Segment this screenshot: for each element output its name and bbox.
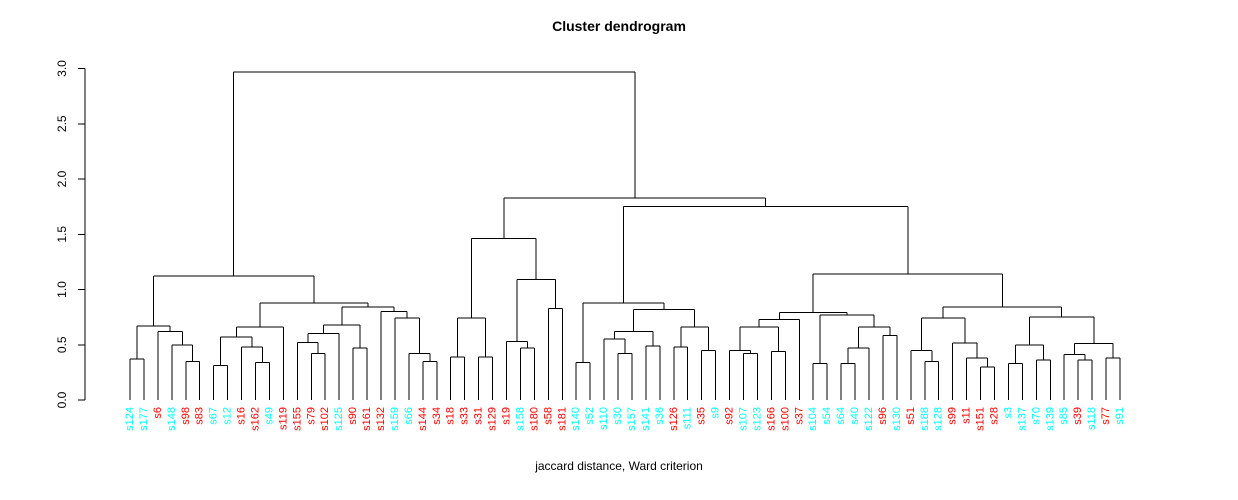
leaf-label: s119 xyxy=(277,407,289,430)
leaf-label: s30 xyxy=(612,407,624,425)
leaf-label: s132 xyxy=(375,407,387,431)
leaf-label: s3 xyxy=(1002,407,1014,419)
leaf-label: s67 xyxy=(208,407,220,425)
leaf-label: s33 xyxy=(459,407,471,425)
y-axis-tick-label: 2.5 xyxy=(55,115,69,132)
leaf-label: s104 xyxy=(807,407,819,431)
y-axis-tick-label: 2.0 xyxy=(55,170,69,187)
leaf-label: s85 xyxy=(1058,407,1070,425)
leaf-label: s49 xyxy=(263,407,275,425)
leaf-label: s111 xyxy=(682,407,694,429)
leaf-label: s99 xyxy=(947,407,959,425)
leaf-label: s118 xyxy=(1086,407,1098,430)
leaf-label: s166 xyxy=(765,407,777,431)
leaf-label: s155 xyxy=(291,407,303,431)
leaf-label: s12 xyxy=(222,407,234,425)
leaf-label: s91 xyxy=(1114,407,1126,425)
leaf-label: s162 xyxy=(249,407,261,431)
leaf-label: s188 xyxy=(919,407,931,431)
leaf-label: s124 xyxy=(124,407,136,431)
leaf-label: s83 xyxy=(194,407,206,425)
leaf-label: s39 xyxy=(1072,407,1084,425)
leaf-label: s98 xyxy=(180,407,192,425)
leaf-label: s141 xyxy=(640,407,652,431)
leaf-label: s140 xyxy=(570,407,582,431)
leaf-label: s159 xyxy=(389,407,401,431)
leaf-label: s92 xyxy=(724,407,736,425)
leaf-label: s180 xyxy=(528,407,540,431)
leaf-label: s122 xyxy=(863,407,875,431)
leaf-label: s181 xyxy=(556,407,568,431)
leaf-label: s79 xyxy=(305,407,317,425)
leaf-label: s19 xyxy=(500,407,512,425)
leaf-label: s77 xyxy=(1100,407,1112,425)
leaf-label: s36 xyxy=(654,407,666,425)
leaf-label: s148 xyxy=(166,407,178,431)
x-axis-caption: jaccard distance, Ward criterion xyxy=(535,459,703,473)
leaf-label: s102 xyxy=(319,407,331,431)
leaf-label: s100 xyxy=(779,407,791,431)
leaf-label: s40 xyxy=(849,407,861,425)
leaf-label: s51 xyxy=(905,407,917,425)
leaf-label: s177 xyxy=(138,407,150,431)
leaf-label: s125 xyxy=(333,407,345,431)
leaf-label: s37 xyxy=(793,407,805,425)
leaf-label: s90 xyxy=(347,407,359,425)
leaf-label: s35 xyxy=(696,407,708,425)
leaf-label: s66 xyxy=(403,407,415,425)
y-axis-tick-label: 1.0 xyxy=(55,281,69,298)
leaf-label: s52 xyxy=(584,407,596,425)
leaf-label: s70 xyxy=(1030,407,1042,425)
leaf-label: s64 xyxy=(835,407,847,425)
leaf-label: s139 xyxy=(1044,407,1056,431)
leaf-label: s31 xyxy=(473,407,485,425)
leaf-label: s9 xyxy=(710,407,722,419)
leaf-label: s129 xyxy=(487,407,499,431)
leaf-label: s157 xyxy=(626,407,638,431)
leaf-label: s16 xyxy=(236,407,248,425)
leaf-label: s161 xyxy=(361,407,373,431)
leaf-label: s28 xyxy=(989,407,1001,425)
leaf-label: s137 xyxy=(1016,407,1028,431)
y-axis-tick-label: 0.0 xyxy=(55,391,69,408)
leaf-label: s107 xyxy=(738,407,750,431)
leaf-label: s54 xyxy=(821,407,833,425)
chart-title: Cluster dendrogram xyxy=(552,18,686,34)
leaf-label: s18 xyxy=(445,407,457,425)
leaf-label: s144 xyxy=(417,407,429,431)
leaf-label: s110 xyxy=(598,407,610,430)
leaf-label: s158 xyxy=(514,407,526,431)
leaf-label: s130 xyxy=(891,407,903,431)
leaf-label: s96 xyxy=(877,407,889,425)
leaf-label: s128 xyxy=(933,407,945,431)
leaf-label: s126 xyxy=(668,407,680,431)
leaf-label: s11 xyxy=(961,407,973,424)
leaf-label: s123 xyxy=(751,407,763,431)
leaf-label: s58 xyxy=(542,407,554,425)
leaf-label: s34 xyxy=(431,407,443,425)
y-axis-tick-label: 1.5 xyxy=(55,226,69,243)
leaf-label: s6 xyxy=(152,407,164,419)
y-axis-tick-label: 3.0 xyxy=(55,60,69,77)
y-axis-tick-label: 0.5 xyxy=(55,336,69,353)
leaf-label: s151 xyxy=(975,407,987,431)
